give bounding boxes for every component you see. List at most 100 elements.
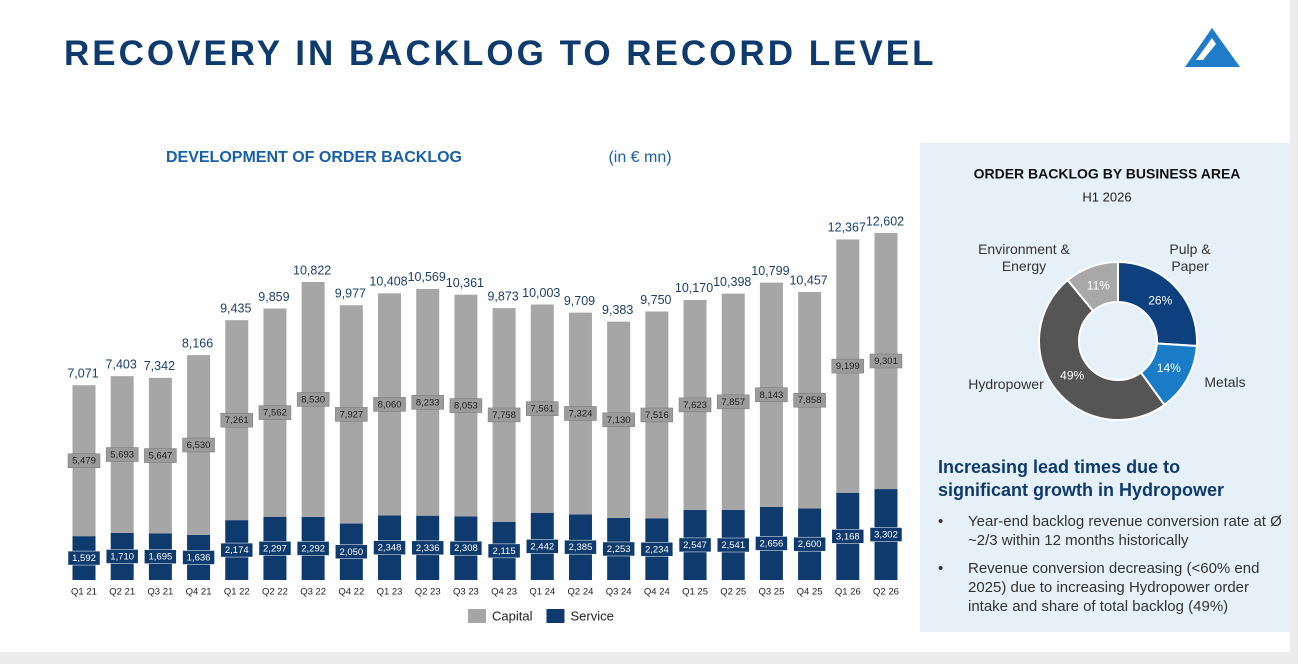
x-tick-label: Q4 21: [186, 587, 212, 598]
x-tick-label: Q4 24: [644, 587, 670, 598]
label-box: [487, 407, 521, 423]
value-label: 2,442: [530, 541, 554, 552]
total-label: 10,361: [446, 276, 484, 290]
total-label: 9,977: [335, 287, 366, 301]
value-label: 7,261: [225, 415, 249, 426]
value-label: 8,060: [378, 399, 402, 410]
label-box: [678, 397, 712, 413]
label-box: [220, 412, 254, 428]
total-label: 8,166: [182, 336, 213, 350]
label-box: [602, 541, 635, 557]
total-label: 9,750: [640, 293, 671, 307]
total-label: 12,602: [866, 214, 904, 228]
value-label: 2,336: [416, 543, 440, 554]
value-label: 7,324: [569, 408, 593, 419]
label-box: [869, 527, 903, 542]
donut-slice: [1117, 260, 1198, 348]
label-box: [869, 353, 903, 369]
x-tick-label: Q3 24: [606, 587, 632, 598]
value-label: 1,710: [110, 551, 134, 562]
label-box: [564, 406, 597, 421]
label-box: [716, 394, 750, 410]
x-tick-label: Q3 21: [147, 587, 173, 598]
label-box: [411, 540, 444, 556]
donut-slice: [1037, 278, 1166, 422]
value-label: 7,130: [607, 415, 631, 426]
label-box: [373, 397, 406, 412]
chart-unit: (in € mn): [608, 149, 671, 166]
label-box: [67, 453, 101, 468]
slide-title: RECOVERY IN BACKLOG TO RECORD LEVEL: [64, 34, 937, 73]
slice-label: 11%: [1087, 279, 1110, 293]
logo: [1185, 28, 1240, 67]
total-label: 7,342: [144, 359, 175, 373]
value-label: 7,623: [683, 400, 707, 411]
label-box: [296, 541, 330, 556]
x-tick-label: Q2 24: [568, 587, 594, 598]
category-label: Pulp & Paper: [1169, 241, 1211, 274]
legend-label: Service: [570, 608, 613, 623]
panel-heading: Increasing lead times due to significant…: [938, 457, 1225, 500]
total-label: 9,383: [602, 303, 633, 317]
value-label: 2,174: [225, 545, 249, 556]
value-label: 1,695: [148, 552, 172, 563]
total-label: 12,367: [828, 221, 866, 235]
value-label: 7,927: [339, 409, 363, 420]
total-label: 9,709: [564, 294, 595, 308]
value-label: 7,562: [263, 408, 287, 419]
total-label: 7,403: [106, 357, 137, 371]
total-label: 10,398: [713, 275, 751, 289]
label-box: [487, 543, 521, 559]
x-tick-label: Q2 25: [720, 587, 746, 598]
label-box: [716, 537, 750, 553]
label-box: [678, 537, 712, 553]
x-tick-label: Q1 22: [224, 587, 250, 598]
label-box: [755, 536, 788, 551]
x-tick-label: Q2 21: [109, 587, 135, 598]
value-label: 2,541: [721, 540, 745, 551]
value-label: 8,053: [454, 401, 478, 412]
category-label: Metals: [1204, 374, 1246, 390]
total-label: 10,569: [408, 270, 446, 284]
value-label: 5,647: [148, 451, 172, 462]
chart-title: DEVELOPMENT OF ORDER BACKLOG: [166, 149, 462, 166]
label-box: [258, 405, 292, 420]
value-label: 2,297: [263, 543, 287, 554]
bullet: Revenue conversion decreasing (<60% end …: [938, 559, 1283, 616]
value-label: 8,530: [301, 394, 325, 405]
x-tick-label: Q1 21: [71, 587, 97, 598]
value-label: 7,857: [721, 397, 745, 408]
label-box: [449, 398, 483, 413]
label-box: [793, 392, 826, 408]
x-tick-label: Q2 23: [415, 587, 441, 598]
total-label: 10,822: [293, 263, 331, 277]
total-label: 10,408: [369, 275, 407, 289]
legend-swatch: [546, 609, 565, 623]
value-label: 7,758: [492, 410, 516, 421]
label-box: [335, 407, 368, 422]
label-box: [67, 550, 101, 566]
x-tick-label: Q3 25: [758, 587, 784, 598]
value-label: 8,143: [760, 390, 784, 401]
value-label: 3,302: [874, 530, 898, 541]
value-label: 2,115: [493, 546, 516, 557]
value-label: 9,301: [874, 356, 898, 367]
legend-label: Capital: [492, 608, 533, 623]
label-box: [602, 412, 635, 428]
x-tick-label: Q4 25: [797, 587, 823, 598]
label-box: [220, 542, 254, 558]
x-tick-label: Q2 26: [873, 587, 899, 598]
label-box: [373, 540, 406, 555]
slice-label: 14%: [1157, 361, 1181, 375]
value-label: 9,199: [836, 361, 860, 372]
label-box: [640, 541, 674, 557]
value-label: 7,858: [798, 395, 822, 406]
slice-label: 26%: [1148, 293, 1172, 307]
x-tick-label: Q1 26: [835, 587, 861, 598]
total-label: 10,457: [789, 273, 827, 287]
value-label: 7,561: [530, 404, 554, 415]
x-tick-label: Q3 22: [300, 587, 326, 598]
label-box: [793, 536, 826, 552]
